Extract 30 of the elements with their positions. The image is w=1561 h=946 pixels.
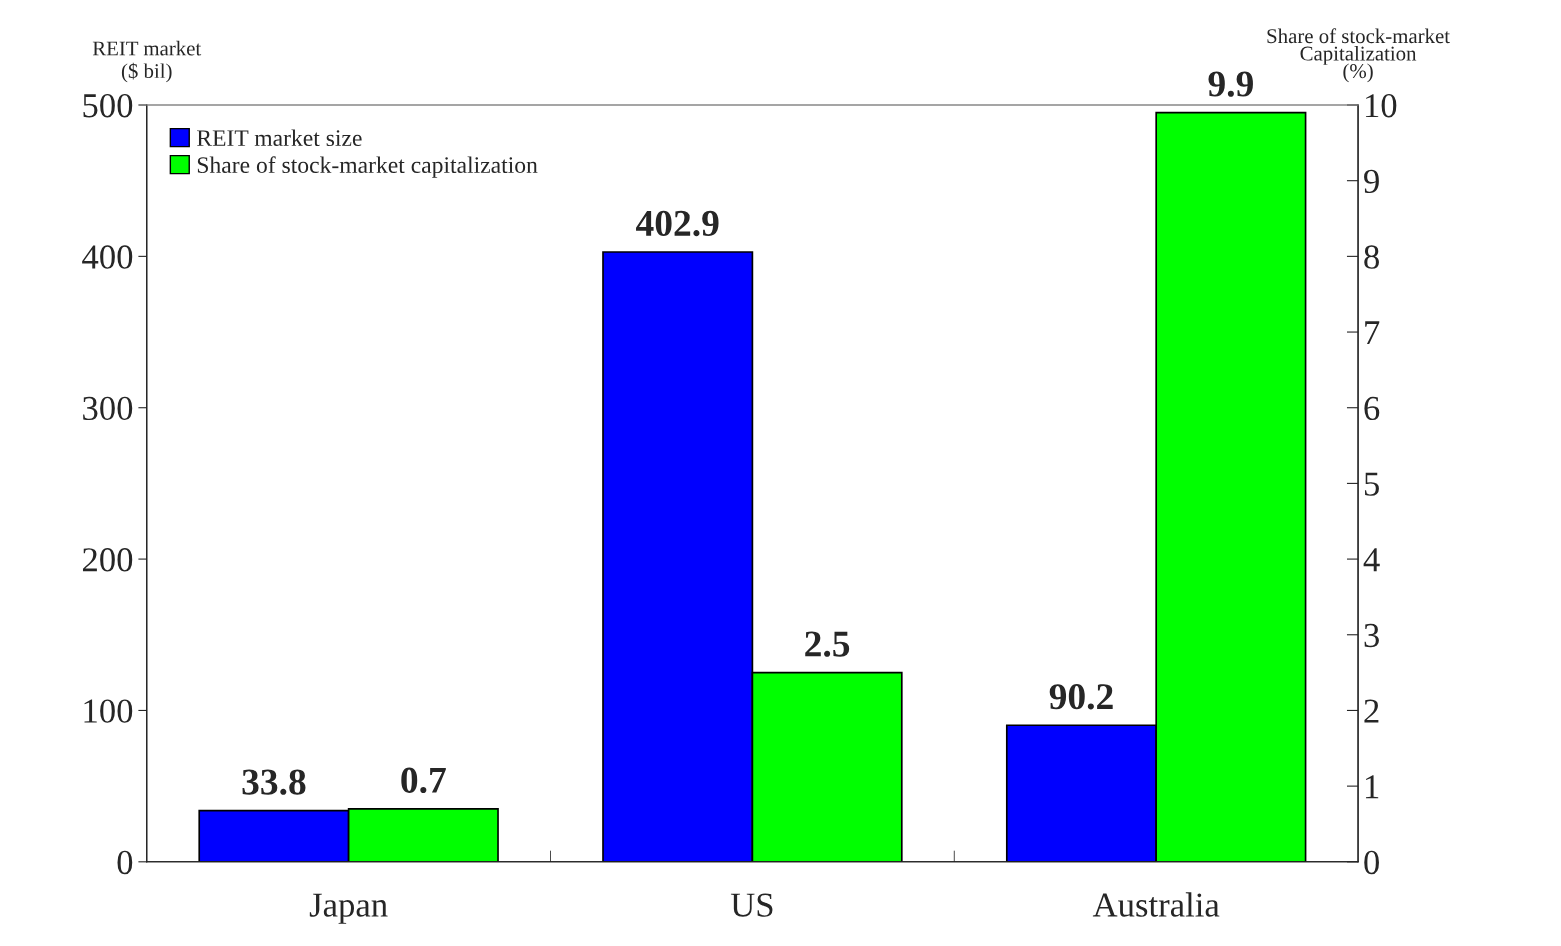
y2-tick-label: 2	[1364, 699, 1379, 723]
y2-tick-label: 4	[1363, 548, 1380, 572]
y2-tick-label: 1	[1365, 775, 1379, 799]
legend-label: Share of stock-market capitalization	[197, 156, 538, 178]
legend-label: REIT market size	[197, 129, 362, 147]
y2-tick-label: 0	[1364, 850, 1379, 875]
y2-tick-label: 5	[1364, 472, 1379, 496]
y2-tick-label: 7	[1365, 321, 1380, 345]
y2-tick-label: 6	[1364, 396, 1380, 421]
data-label: 2.5	[805, 631, 850, 657]
y-tick-label: 500	[83, 93, 133, 118]
y2-tick-label: 8	[1364, 245, 1379, 269]
y-tick-label: 300	[83, 396, 133, 421]
y-tick-label: 200	[82, 548, 133, 572]
data-label: 0.7	[401, 767, 446, 794]
x-tick-label: Australia	[1092, 892, 1220, 917]
y-tick-label: 400	[82, 245, 133, 269]
data-label: 33.8	[242, 769, 306, 795]
y2-axis-title: Share of stock-market Capitalization (%)	[1267, 28, 1450, 83]
y-axis-title: REIT market ($ bil)	[92, 40, 202, 83]
y2-tick-label: 10	[1365, 93, 1397, 118]
data-label: 9.9	[1208, 71, 1253, 97]
y-tick-label: 100	[84, 699, 133, 723]
y-tick-label: 0	[117, 850, 133, 875]
data-label: 90.2	[1049, 684, 1113, 710]
data-label: 402.9	[636, 210, 719, 237]
y2-tick-label: 3	[1364, 623, 1379, 648]
y2-tick-label: 9	[1364, 169, 1379, 194]
x-tick-label: US	[730, 893, 773, 917]
x-tick-label: Japan	[309, 893, 388, 924]
